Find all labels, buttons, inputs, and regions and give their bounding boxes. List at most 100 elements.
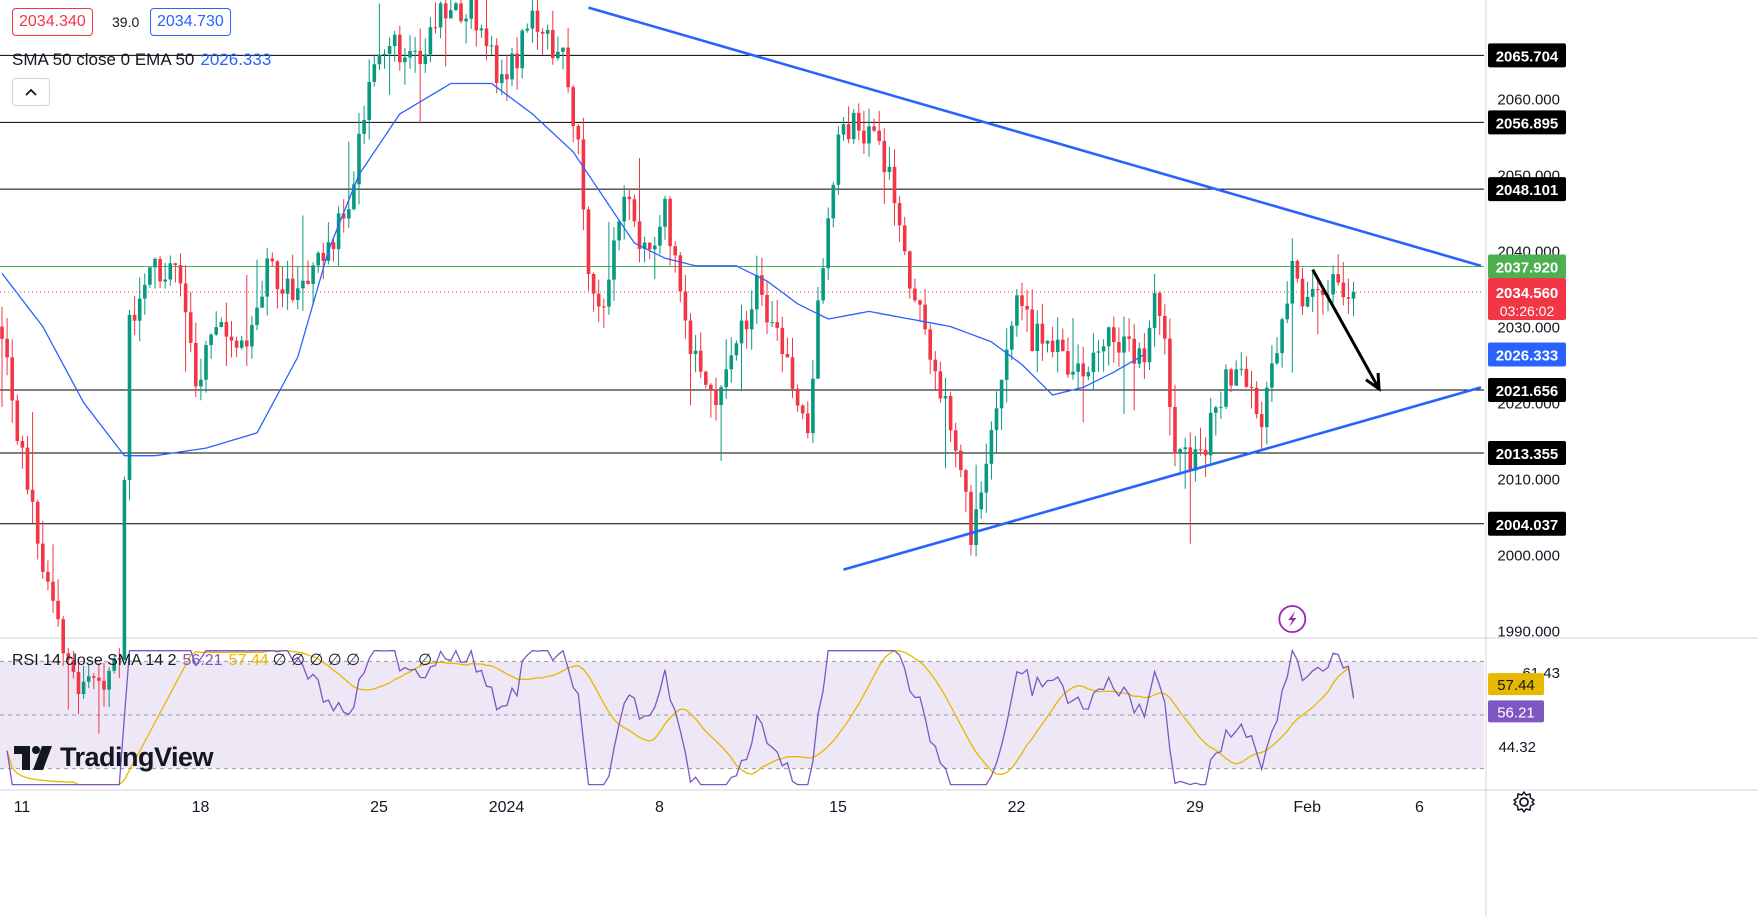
candle-body[interactable] <box>1081 363 1085 377</box>
candle-body[interactable] <box>352 184 356 210</box>
candle-body[interactable] <box>709 384 713 390</box>
candle-body[interactable] <box>872 126 876 131</box>
candle-body[interactable] <box>1249 386 1254 388</box>
candle-body[interactable] <box>372 64 377 82</box>
candle-body[interactable] <box>76 671 81 695</box>
candle-body[interactable] <box>520 30 524 69</box>
candle-body[interactable] <box>602 306 606 308</box>
candle-body[interactable] <box>199 379 203 387</box>
candle-body[interactable] <box>245 340 249 347</box>
candle-body[interactable] <box>1265 387 1269 428</box>
candle-body[interactable] <box>1025 305 1029 310</box>
candle-body[interactable] <box>1045 340 1050 344</box>
candle-body[interactable] <box>1321 290 1325 296</box>
candle-body[interactable] <box>403 57 407 63</box>
candle-body[interactable] <box>41 543 45 572</box>
candle-body[interactable] <box>510 53 514 80</box>
candle-body[interactable] <box>663 198 667 227</box>
candle-body[interactable] <box>1208 412 1213 456</box>
candle-body[interactable] <box>678 255 683 292</box>
candle-body[interactable] <box>1316 289 1320 291</box>
candle-body[interactable] <box>1270 363 1274 388</box>
candle-body[interactable] <box>392 34 397 47</box>
candle-body[interactable] <box>806 413 810 434</box>
candle-body[interactable] <box>423 54 428 64</box>
candle-body[interactable] <box>816 300 820 379</box>
candle-body[interactable] <box>877 130 881 141</box>
candle-body[interactable] <box>658 226 662 246</box>
candle-body[interactable] <box>102 680 106 690</box>
candle-body[interactable] <box>382 53 387 55</box>
candle-body[interactable] <box>551 29 555 59</box>
candle-body[interactable] <box>86 676 91 682</box>
candle-body[interactable] <box>61 619 65 654</box>
candle-body[interactable] <box>362 119 366 134</box>
candle-body[interactable] <box>530 10 535 29</box>
candle-body[interactable] <box>1040 323 1045 344</box>
candle-body[interactable] <box>341 213 346 219</box>
candle-body[interactable] <box>1055 339 1060 353</box>
candle-body[interactable] <box>433 27 438 29</box>
candle-body[interactable] <box>479 28 484 31</box>
candle-body[interactable] <box>744 320 749 330</box>
candle-body[interactable] <box>959 450 963 471</box>
candle-body[interactable] <box>321 252 326 261</box>
candle-body[interactable] <box>698 350 703 372</box>
candle-body[interactable] <box>760 275 764 295</box>
candle-body[interactable] <box>1061 339 1065 352</box>
candle-body[interactable] <box>1066 351 1070 375</box>
ask-price-box[interactable]: 2034.730 <box>150 8 231 36</box>
rsi-legend[interactable]: RSI 14 close SMA 14 2 56.21 57.44 ∅ ∅ ∅ ∅ ∅… <box>12 650 432 670</box>
candle-body[interactable] <box>489 45 494 47</box>
candle-body[interactable] <box>25 447 30 490</box>
candle-body[interactable] <box>953 430 958 451</box>
candle-body[interactable] <box>56 600 60 620</box>
candle-body[interactable] <box>1157 293 1162 316</box>
candle-body[interactable] <box>979 492 983 510</box>
collapse-legend-button[interactable] <box>12 78 50 106</box>
candle-body[interactable] <box>1142 348 1147 363</box>
candle-body[interactable] <box>1351 291 1356 299</box>
candle-body[interactable] <box>846 124 851 140</box>
candle-body[interactable] <box>591 273 596 294</box>
candle-body[interactable] <box>1290 260 1295 304</box>
candle-body[interactable] <box>443 3 448 19</box>
candle-body[interactable] <box>418 50 422 64</box>
candle-body[interactable] <box>1331 274 1335 295</box>
candle-body[interactable] <box>1346 297 1351 299</box>
candle-body[interactable] <box>1086 372 1091 377</box>
candle-body[interactable] <box>1178 449 1182 454</box>
candle-body[interactable] <box>1112 327 1116 343</box>
rsi-line[interactable] <box>6 648 1355 786</box>
candle-body[interactable] <box>0 326 4 339</box>
candle-body[interactable] <box>693 350 698 355</box>
candle-body[interactable] <box>617 221 621 241</box>
candle-body[interactable] <box>168 263 173 280</box>
candle-body[interactable] <box>188 312 193 343</box>
candle-body[interactable] <box>571 87 575 127</box>
candle-body[interactable] <box>178 265 183 284</box>
candle-body[interactable] <box>862 130 866 144</box>
candle-body[interactable] <box>765 294 769 323</box>
candle-body[interactable] <box>999 379 1004 409</box>
candle-body[interactable] <box>92 676 96 678</box>
candle-body[interactable] <box>285 278 290 294</box>
candle-body[interactable] <box>576 126 581 140</box>
candle-body[interactable] <box>1300 278 1305 307</box>
candle-body[interactable] <box>158 258 162 282</box>
candle-body[interactable] <box>724 369 728 388</box>
candle-body[interactable] <box>1030 309 1034 352</box>
candle-body[interactable] <box>46 571 50 582</box>
candle-body[interactable] <box>556 51 560 59</box>
candle-body[interactable] <box>5 338 9 358</box>
candle-body[interactable] <box>719 387 723 405</box>
candle-body[interactable] <box>1137 348 1142 364</box>
candle-body[interactable] <box>1244 368 1249 387</box>
candle-body[interactable] <box>770 322 774 324</box>
candle-body[interactable] <box>668 198 672 247</box>
candle-body[interactable] <box>290 278 295 300</box>
candle-body[interactable] <box>928 329 932 360</box>
candle-body[interactable] <box>107 670 111 690</box>
candle-body[interactable] <box>1305 296 1310 307</box>
candle-body[interactable] <box>1188 447 1193 471</box>
